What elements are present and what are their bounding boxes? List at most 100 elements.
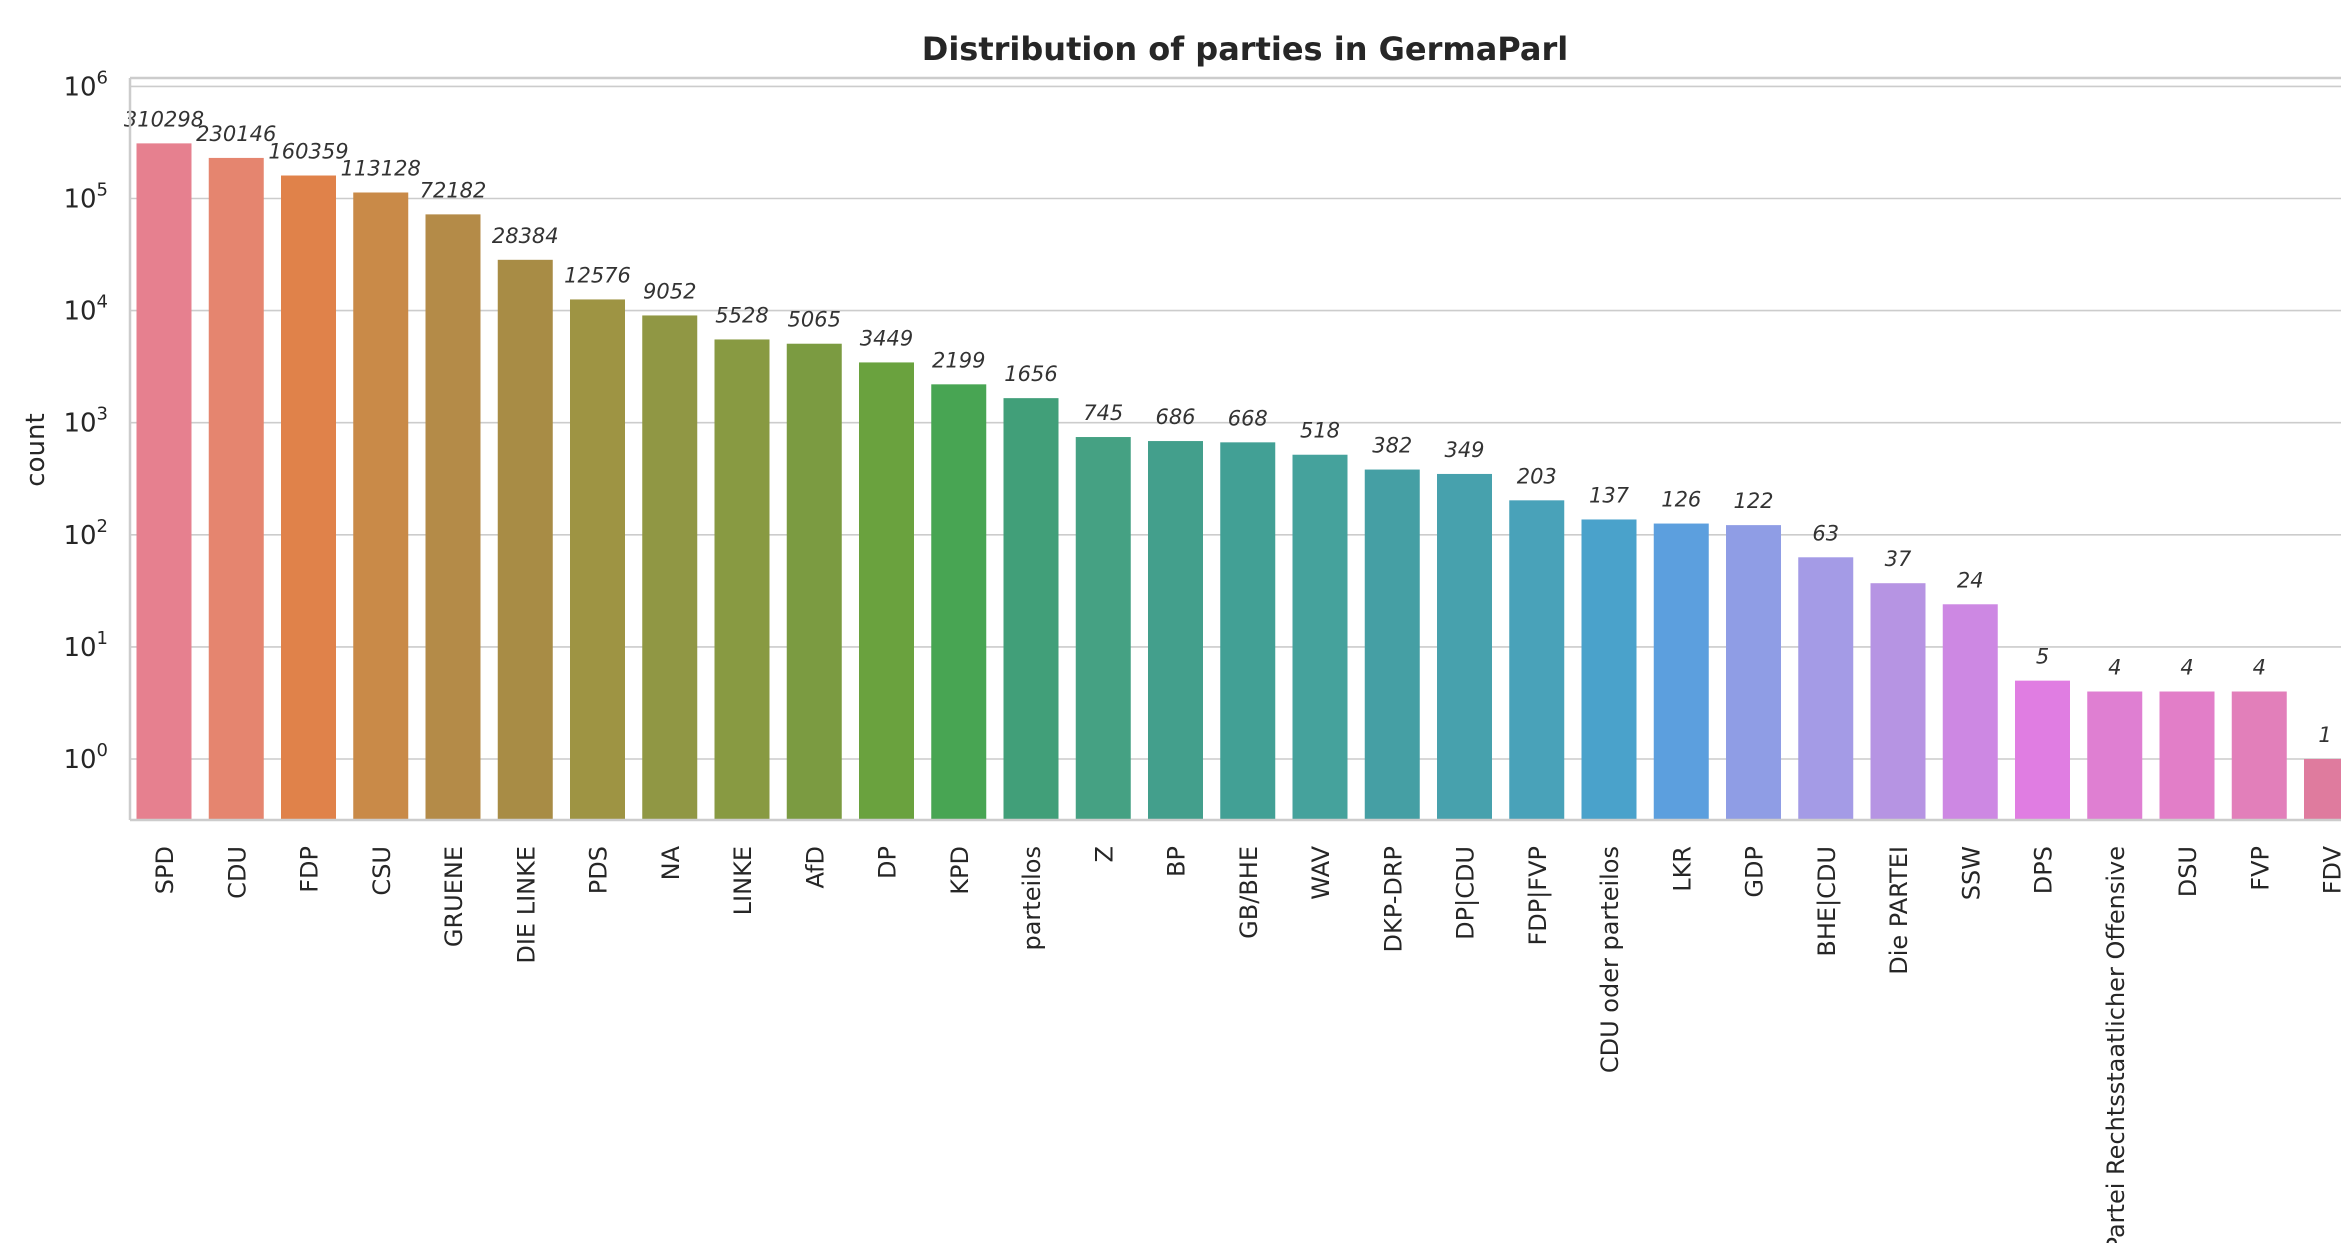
data-label: 349 bbox=[1444, 438, 1484, 462]
y-axis-label: count bbox=[21, 413, 51, 486]
bar bbox=[1871, 583, 1926, 820]
data-label: 745 bbox=[1083, 401, 1123, 425]
y-tick-base: 10 bbox=[63, 185, 96, 215]
bar bbox=[1509, 500, 1564, 820]
x-tick-label: DP|CDU bbox=[1452, 846, 1480, 940]
bar bbox=[1004, 398, 1059, 820]
data-label: 24 bbox=[1957, 568, 1984, 592]
x-tick-label: parteilos bbox=[1018, 846, 1046, 951]
bar bbox=[1943, 604, 1998, 820]
data-label: 230146 bbox=[196, 122, 276, 146]
data-label: 203 bbox=[1517, 464, 1557, 488]
x-tick-label: CDU oder parteilos bbox=[1596, 846, 1624, 1073]
y-tick-exponent: 1 bbox=[97, 628, 108, 649]
data-label: 63 bbox=[1812, 521, 1839, 545]
bar bbox=[1798, 557, 1853, 820]
y-tick-exponent: 0 bbox=[97, 740, 108, 761]
data-label: 37 bbox=[1885, 547, 1912, 571]
data-label: 137 bbox=[1589, 483, 1630, 507]
x-tick-label: WAV bbox=[1307, 845, 1335, 899]
y-tick-label: 106 bbox=[63, 67, 108, 102]
x-tick-label: KPD bbox=[946, 846, 974, 895]
data-label: 310298 bbox=[124, 107, 204, 131]
x-tick-label: DKP-DRP bbox=[1379, 846, 1407, 952]
x-tick-label: NA bbox=[657, 845, 685, 880]
y-tick-base: 10 bbox=[63, 72, 96, 102]
bar bbox=[2160, 692, 2215, 820]
x-tick-label: CSU bbox=[368, 846, 396, 896]
bar bbox=[1726, 525, 1781, 820]
bar bbox=[2304, 759, 2341, 820]
y-tick-base: 10 bbox=[63, 745, 96, 775]
bar bbox=[642, 315, 697, 820]
data-label: 160359 bbox=[268, 140, 348, 164]
y-tick-label: 101 bbox=[63, 628, 108, 663]
bar bbox=[1076, 437, 1131, 820]
bar bbox=[209, 158, 264, 820]
bar bbox=[1220, 442, 1275, 820]
bars bbox=[137, 143, 2341, 820]
x-tick-label: GRUENE bbox=[440, 846, 468, 947]
bar bbox=[715, 339, 770, 820]
data-label: 1656 bbox=[1004, 362, 1057, 386]
data-label: 4 bbox=[2180, 656, 2193, 680]
x-tick-label: SSW bbox=[1957, 846, 1985, 900]
x-tick-label: GB/BHE bbox=[1235, 846, 1263, 939]
y-tick-exponent: 4 bbox=[97, 292, 108, 313]
bar bbox=[1148, 441, 1203, 820]
bar bbox=[787, 344, 842, 820]
data-label: 5065 bbox=[788, 308, 841, 332]
chart-title: Distribution of parties in GermaParl bbox=[922, 30, 1568, 68]
y-tick-base: 10 bbox=[63, 297, 96, 327]
y-tick-exponent: 5 bbox=[97, 180, 108, 201]
data-label: 686 bbox=[1155, 405, 1195, 429]
bar bbox=[498, 260, 553, 820]
y-tick-label: 105 bbox=[63, 180, 108, 215]
bar bbox=[281, 176, 336, 820]
data-label: 2199 bbox=[932, 348, 985, 372]
x-tick-label: PDS bbox=[585, 846, 613, 894]
x-tick-label: FVP bbox=[2246, 846, 2274, 891]
bar bbox=[1293, 455, 1348, 820]
x-tick-label: DP bbox=[874, 846, 902, 879]
data-label: 12576 bbox=[564, 263, 631, 287]
data-label: 122 bbox=[1733, 489, 1773, 513]
data-label: 382 bbox=[1372, 434, 1412, 458]
data-label: 5 bbox=[2036, 645, 2049, 669]
y-tick-exponent: 2 bbox=[97, 516, 108, 537]
y-tick-label: 102 bbox=[63, 516, 108, 551]
y-tick-base: 10 bbox=[63, 409, 96, 439]
x-tick-label: DPS bbox=[2030, 846, 2058, 894]
x-tick-label: Z bbox=[1090, 846, 1118, 862]
x-tick-label: Partei Rechtsstaatlicher Offensive bbox=[2102, 846, 2130, 1243]
bar bbox=[859, 362, 914, 820]
bar bbox=[353, 192, 408, 820]
x-tick-label: BP bbox=[1163, 846, 1191, 877]
bar bbox=[426, 214, 481, 820]
x-tick-label: LKR bbox=[1668, 846, 1696, 892]
bar bbox=[570, 299, 625, 820]
data-label: 5528 bbox=[715, 303, 768, 327]
bar bbox=[1582, 519, 1637, 820]
y-tick-base: 10 bbox=[63, 633, 96, 663]
x-tick-label: SPD bbox=[151, 846, 179, 894]
y-tick-exponent: 3 bbox=[97, 404, 108, 425]
x-tick-label: DSU bbox=[2174, 846, 2202, 897]
data-label: 668 bbox=[1228, 406, 1268, 430]
data-label: 3449 bbox=[860, 326, 913, 350]
bar bbox=[1654, 524, 1709, 820]
x-tick-label: CDU bbox=[223, 846, 251, 899]
data-label: 9052 bbox=[643, 279, 696, 303]
x-tick-label: LINKE bbox=[729, 846, 757, 915]
y-tick-base: 10 bbox=[63, 521, 96, 551]
data-label: 518 bbox=[1300, 419, 1340, 443]
bar bbox=[1437, 474, 1492, 820]
x-tick-label: DIE LINKE bbox=[512, 846, 540, 964]
x-tick-label: BHE|CDU bbox=[1813, 846, 1841, 957]
data-label: 1 bbox=[2318, 723, 2331, 747]
x-tick-label: AfD bbox=[801, 846, 829, 889]
